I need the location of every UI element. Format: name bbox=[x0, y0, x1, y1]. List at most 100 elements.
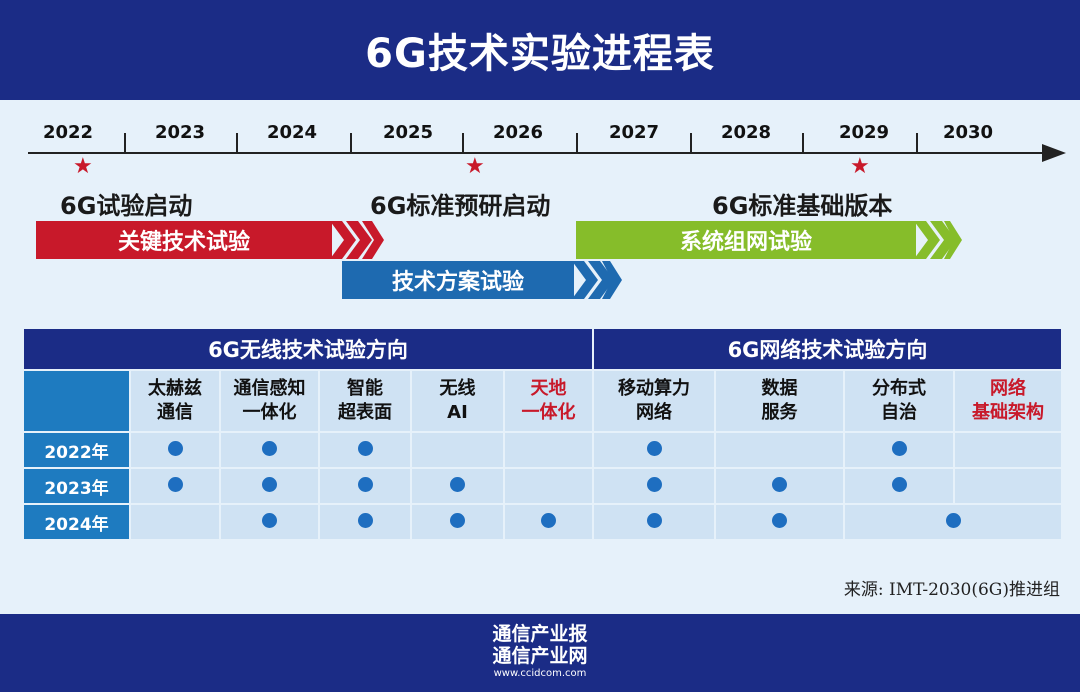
year-label-2028: 2028 bbox=[720, 122, 772, 143]
dot-marker-icon bbox=[357, 440, 373, 456]
col-label: 通信 bbox=[157, 402, 193, 423]
year-label-2025: 2025 bbox=[382, 122, 434, 143]
col-label: 智能 bbox=[347, 378, 383, 399]
col-space-ground: 天地 一体化 bbox=[505, 371, 592, 431]
dot-marker-icon bbox=[891, 440, 907, 456]
chevron-right-icon bbox=[914, 221, 962, 259]
col-label: 无线 bbox=[439, 378, 476, 399]
year-label-2023: 2023 bbox=[154, 122, 206, 143]
source-note: 来源: IMT-2030(6G)推进组 bbox=[843, 580, 1060, 600]
col-label: 一体化 bbox=[242, 402, 297, 423]
footer-line1: 通信产业报 bbox=[492, 623, 588, 645]
dot-marker-icon bbox=[646, 476, 662, 492]
chevron-right-icon bbox=[330, 221, 384, 259]
matrix-cell bbox=[412, 433, 503, 467]
dot-marker-icon bbox=[646, 440, 662, 456]
timeline-tick bbox=[802, 133, 804, 153]
col-label: 基础架构 bbox=[972, 402, 1044, 423]
col-label: AI bbox=[447, 402, 468, 423]
row-year-2024: 2024年 bbox=[24, 505, 129, 539]
matrix-cell bbox=[716, 469, 843, 503]
timeline-tick bbox=[576, 133, 578, 153]
dot-marker-icon bbox=[262, 512, 277, 528]
matrix-cell bbox=[221, 505, 318, 539]
matrix-cell bbox=[845, 433, 953, 467]
star-icon: ★ bbox=[465, 154, 485, 179]
dot-marker-icon bbox=[167, 440, 183, 456]
dot-marker-icon bbox=[541, 512, 556, 528]
col-label: 网络 bbox=[636, 402, 672, 423]
col-ris: 智能 超表面 bbox=[320, 371, 410, 431]
col-label: 服务 bbox=[761, 402, 798, 423]
dot-marker-icon bbox=[167, 476, 183, 492]
timeline-arrow-icon bbox=[1042, 144, 1066, 162]
matrix-cell bbox=[716, 433, 843, 467]
matrix-cell bbox=[412, 469, 503, 503]
table-corner bbox=[24, 371, 129, 431]
matrix-cell bbox=[594, 469, 714, 503]
row-year-2022: 2022年 bbox=[24, 433, 129, 467]
phase-tech-scheme-trial: 技术方案试验 bbox=[342, 261, 574, 299]
col-distributed-autonomy: 分布式 自治 bbox=[845, 371, 953, 431]
matrix-cell bbox=[716, 505, 843, 539]
row-year-2023: 2023年 bbox=[24, 469, 129, 503]
matrix-cell bbox=[594, 433, 714, 467]
group-network: 6G网络技术试验方向 bbox=[594, 329, 1061, 369]
footer-url: www.ccidcom.com bbox=[493, 668, 587, 679]
col-sensing-comm: 通信感知 一体化 bbox=[221, 371, 318, 431]
dot-marker-icon bbox=[891, 476, 907, 492]
matrix-cell bbox=[505, 433, 592, 467]
group-wireless: 6G无线技术试验方向 bbox=[24, 329, 592, 369]
dot-marker-icon bbox=[772, 476, 787, 492]
col-label: 自治 bbox=[881, 402, 917, 423]
dot-marker-icon bbox=[357, 476, 373, 492]
table-row: 2024年 bbox=[24, 505, 1061, 539]
star-icon: ★ bbox=[73, 154, 93, 179]
col-label: 分布式 bbox=[872, 378, 926, 399]
dot-marker-icon bbox=[646, 512, 662, 528]
milestone-6g-standard-prestudy: 6G标准预研启动 bbox=[370, 192, 551, 220]
timeline: 2022 2023 2024 2025 2026 2027 2028 2029 … bbox=[0, 100, 1080, 310]
matrix-cell bbox=[221, 469, 318, 503]
matrix-cell bbox=[320, 433, 410, 467]
phase-key-tech-trial: 关键技术试验 bbox=[36, 221, 332, 259]
milestone-6g-standard-base: 6G标准基础版本 bbox=[712, 192, 893, 220]
footer-logo: 通信产业报 通信产业网 www.ccidcom.com bbox=[0, 614, 1080, 692]
matrix-cell bbox=[845, 469, 953, 503]
year-label-2024: 2024 bbox=[266, 122, 318, 143]
col-label: 移动算力 bbox=[618, 378, 690, 399]
col-label: 太赫兹 bbox=[148, 378, 202, 399]
dot-marker-icon bbox=[450, 476, 465, 492]
col-mobile-compute: 移动算力 网络 bbox=[594, 371, 714, 431]
timeline-axis bbox=[28, 152, 1044, 154]
dot-marker-icon bbox=[262, 476, 277, 492]
timeline-tick bbox=[690, 133, 692, 153]
col-wireless-ai: 无线 AI bbox=[412, 371, 503, 431]
col-terahertz: 太赫兹 通信 bbox=[131, 371, 219, 431]
page-title: 6G技术实验进程表 bbox=[0, 0, 1080, 100]
matrix-cell bbox=[955, 433, 1061, 467]
phase-system-network-trial: 系统组网试验 bbox=[576, 221, 916, 259]
col-label: 数据 bbox=[761, 378, 798, 399]
table-row: 2022年 bbox=[24, 433, 1061, 467]
timeline-tick bbox=[350, 133, 352, 153]
matrix-cell-merged bbox=[845, 505, 1061, 539]
chevron-right-icon bbox=[572, 261, 622, 299]
year-label-2030: 2030 bbox=[942, 122, 994, 143]
matrix-cell bbox=[505, 469, 592, 503]
year-label-2026: 2026 bbox=[492, 122, 544, 143]
dot-marker-icon bbox=[450, 512, 465, 528]
timeline-tick bbox=[916, 133, 918, 153]
matrix-cell bbox=[221, 433, 318, 467]
table-row: 2023年 bbox=[24, 469, 1061, 503]
matrix-cell bbox=[320, 469, 410, 503]
matrix-cell bbox=[505, 505, 592, 539]
col-label: 网络 bbox=[990, 378, 1026, 399]
dot-marker-icon bbox=[262, 440, 277, 456]
col-label: 通信感知 bbox=[233, 378, 306, 399]
col-data-service: 数据 服务 bbox=[716, 371, 843, 431]
col-label: 超表面 bbox=[338, 402, 392, 423]
dot-marker-icon bbox=[772, 512, 787, 528]
matrix-cell bbox=[412, 505, 503, 539]
footer-line2: 通信产业网 bbox=[492, 645, 588, 667]
